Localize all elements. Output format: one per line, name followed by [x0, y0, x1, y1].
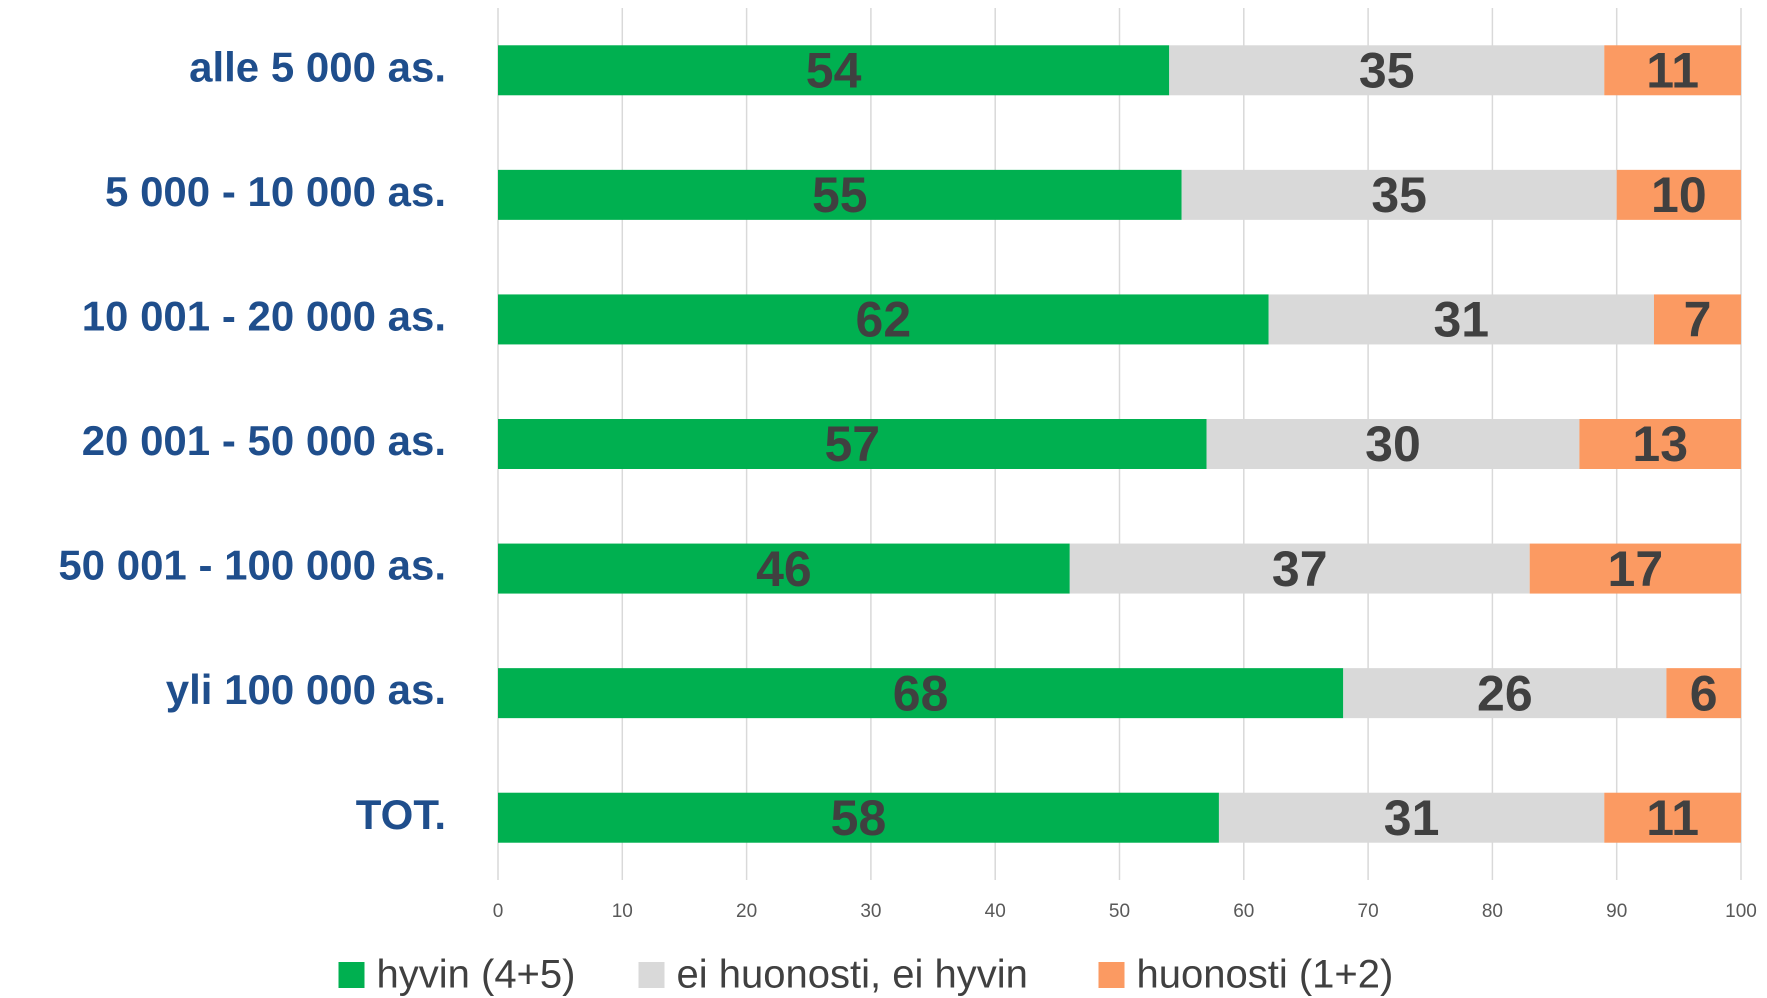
bar-segment [1268, 294, 1654, 345]
x-tick-label: 20 [736, 901, 757, 922]
value-label: 30 [1365, 416, 1421, 472]
x-tick-label: 30 [860, 901, 881, 922]
value-label: 10 [1651, 167, 1707, 223]
bar-segment [1169, 45, 1605, 96]
value-label: 35 [1359, 42, 1415, 98]
legend-label: ei huonosti, ei hyvin [677, 953, 1028, 997]
category-label: 5 000 - 10 000 as. [105, 168, 446, 215]
category-label: 50 001 - 100 000 as. [58, 542, 446, 589]
x-tick-label: 0 [493, 901, 504, 922]
value-label: 11 [1646, 790, 1699, 846]
bar-segment [498, 169, 1182, 220]
category-label: 20 001 - 50 000 as. [82, 417, 446, 464]
value-label: 57 [824, 416, 880, 472]
bar-segment [1616, 169, 1741, 220]
x-tick-label: 100 [1725, 901, 1757, 922]
bar-segment [498, 543, 1070, 594]
legend-label: hyvin (4+5) [377, 953, 576, 997]
value-label: 54 [806, 42, 862, 98]
x-tick-label: 40 [985, 901, 1006, 922]
value-label: 46 [756, 541, 812, 597]
bar-segment [498, 45, 1170, 96]
bar-segment [1181, 169, 1617, 220]
legend-swatch [638, 962, 665, 988]
bar-segment [1604, 45, 1741, 96]
bar-segment [1604, 792, 1741, 843]
bar-segment [1218, 792, 1605, 843]
bar-segment [498, 792, 1219, 843]
value-label: 31 [1384, 790, 1440, 846]
x-tick-label: 50 [1109, 901, 1130, 922]
bar-segment [498, 419, 1207, 469]
value-label: 13 [1632, 416, 1688, 472]
legend-label: huonosti (1+2) [1137, 953, 1394, 997]
bar-segment [1666, 668, 1741, 719]
category-label: 10 001 - 20 000 as. [82, 293, 446, 340]
bar-segment [1579, 419, 1741, 469]
bar-segment [1069, 543, 1530, 594]
value-label: 58 [831, 790, 887, 846]
x-tick-label: 80 [1482, 901, 1503, 922]
x-tick-label: 90 [1606, 901, 1627, 922]
legend-swatch [338, 962, 365, 988]
x-tick-label: 70 [1358, 901, 1379, 922]
value-label: 62 [856, 292, 912, 348]
category-label: alle 5 000 as. [189, 43, 446, 90]
x-tick-label: 60 [1233, 901, 1254, 922]
x-tick-label: 10 [612, 901, 633, 922]
value-label: 35 [1371, 167, 1427, 223]
value-label: 7 [1684, 292, 1712, 348]
value-label: 55 [812, 167, 868, 223]
value-label: 6 [1690, 665, 1718, 721]
value-label: 11 [1646, 42, 1699, 98]
bar-segment [1343, 668, 1667, 719]
bar-segment [1529, 543, 1741, 594]
bar-segment [498, 294, 1269, 345]
bar-segment [1653, 294, 1741, 345]
bar-segment [498, 668, 1344, 719]
legend-swatch [1098, 962, 1125, 988]
category-label: yli 100 000 as. [166, 666, 446, 713]
category-label: TOT. [356, 791, 446, 838]
value-label: 37 [1272, 541, 1328, 597]
value-label: 31 [1434, 292, 1490, 348]
value-label: 26 [1477, 665, 1533, 721]
bar-segment [1206, 419, 1580, 469]
value-label: 68 [893, 665, 949, 721]
value-label: 17 [1608, 541, 1664, 597]
